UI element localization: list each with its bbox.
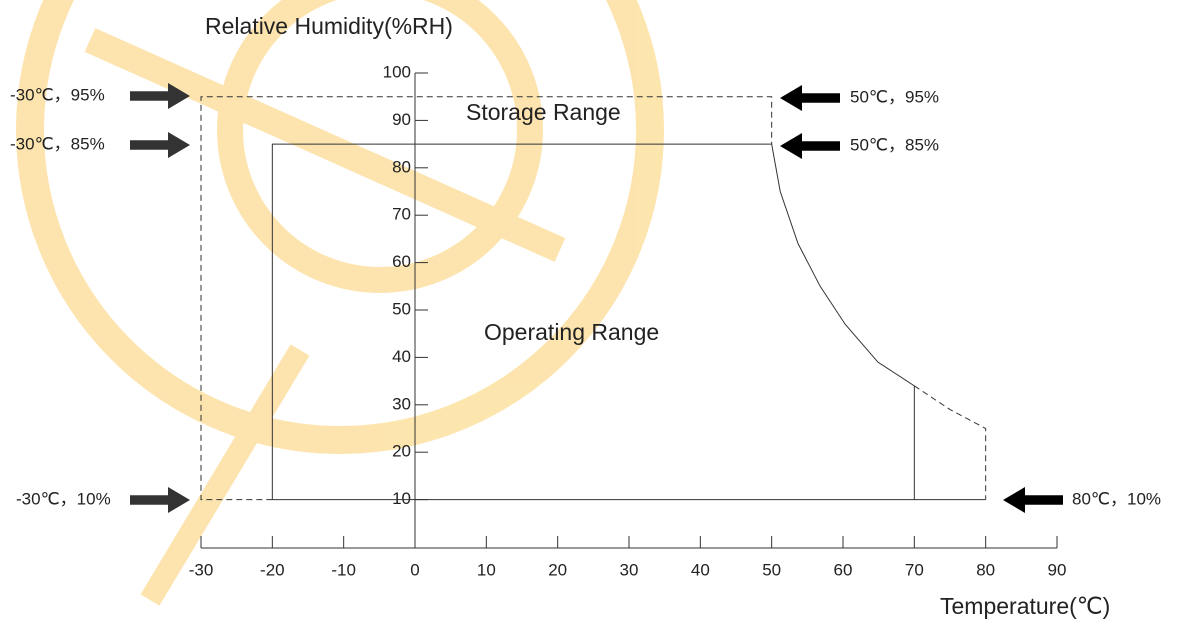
arrow: [780, 133, 840, 159]
chart: Relative Humidity(%RH) Temperature(℃) -3…: [0, 0, 1185, 621]
arrow: [780, 85, 840, 111]
page: Relative Humidity(%RH) Temperature(℃) -3…: [0, 0, 1185, 621]
x-tick-label: 40: [691, 560, 710, 579]
y-tick-label: 60: [392, 252, 411, 271]
x-tick-label: 0: [410, 560, 419, 579]
x-tick-label: 20: [548, 560, 567, 579]
watermark-ring: [230, 0, 530, 280]
y-tick-label: 30: [392, 394, 411, 413]
y-tick-label: 100: [383, 62, 411, 81]
region-label: Storage Range: [466, 99, 621, 125]
y-tick-label: 50: [392, 299, 411, 318]
region-label: Operating Range: [484, 319, 659, 345]
annotation-label: -30℃，95%: [10, 85, 105, 104]
x-axis-title: Temperature(℃): [940, 593, 1110, 619]
y-tick-label: 80: [392, 157, 411, 176]
x-tick-label: 50: [762, 560, 781, 579]
x-tick-label: 90: [1048, 560, 1067, 579]
x-tick-label: 70: [905, 560, 924, 579]
annotation-label: 80℃，10%: [1072, 489, 1161, 508]
y-tick-label: 10: [392, 489, 411, 508]
boundary-line: [914, 386, 985, 500]
arrow: [130, 132, 190, 158]
x-tick-label: 60: [834, 560, 853, 579]
y-tick-label: 40: [392, 347, 411, 366]
y-tick-label: 70: [392, 205, 411, 224]
y-axis-title: Relative Humidity(%RH): [205, 13, 453, 39]
x-tick-label: -30: [189, 560, 214, 579]
x-tick-label: 10: [477, 560, 496, 579]
x-tick-label: -10: [331, 560, 356, 579]
annotation-label: -30℃，10%: [16, 489, 111, 508]
x-tick-label: 80: [976, 560, 995, 579]
annotation-label: 50℃，95%: [850, 87, 939, 106]
x-tick-label: -20: [260, 560, 285, 579]
annotation-label: 50℃，85%: [850, 135, 939, 154]
x-tick-label: 30: [620, 560, 639, 579]
arrow: [130, 487, 190, 513]
watermark: [30, 0, 650, 600]
y-tick-label: 20: [392, 442, 411, 461]
arrow: [1003, 487, 1063, 513]
annotation-label: -30℃，85%: [10, 134, 105, 153]
y-tick-label: 90: [392, 110, 411, 129]
